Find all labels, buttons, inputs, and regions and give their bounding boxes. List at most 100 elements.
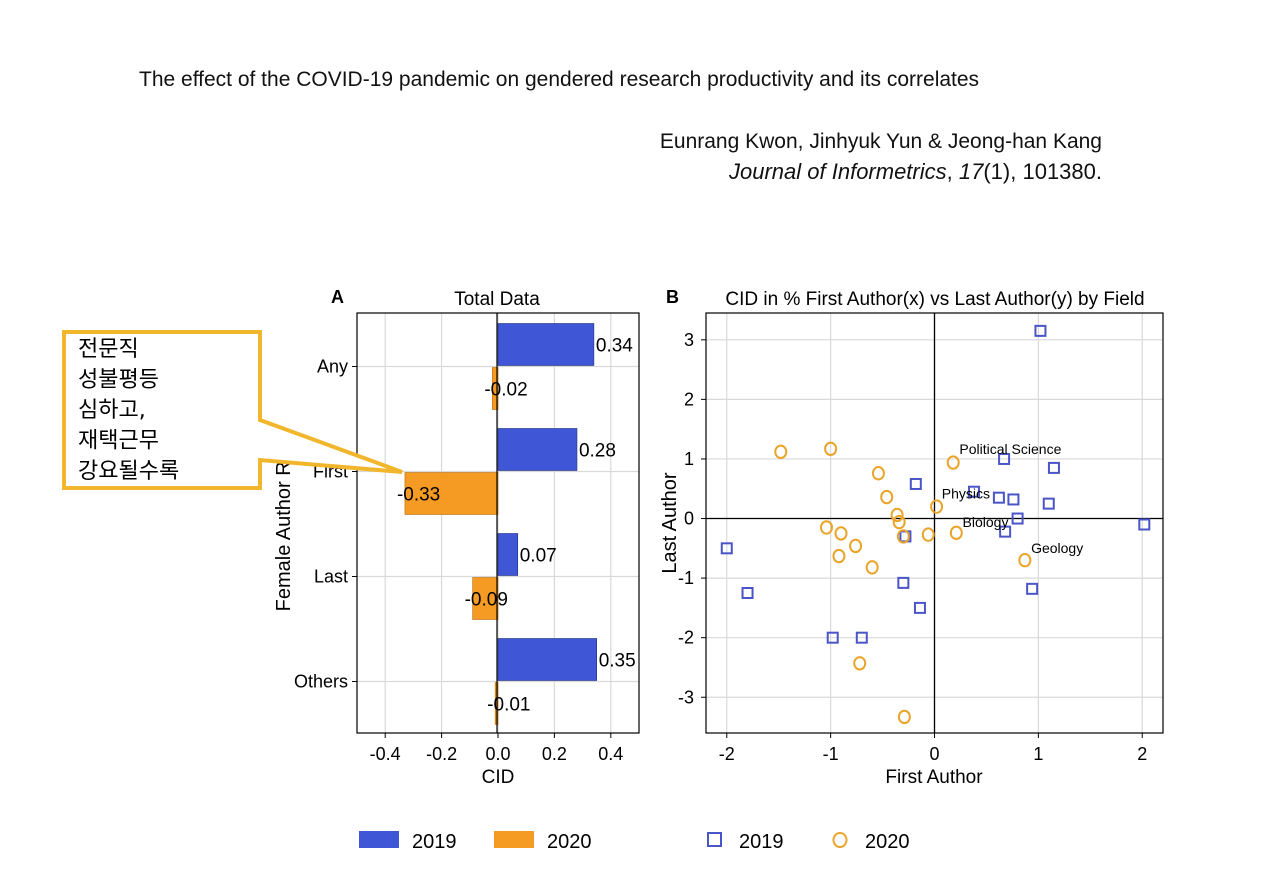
chart-b-point-2020 [930, 499, 944, 514]
chart-b-point-2020 [834, 526, 848, 541]
chart-a-tick-label-x: 0.4 [598, 744, 623, 764]
chart-a-ylabel: Female Author Role [273, 435, 295, 612]
chart-b-point-2019 [1011, 512, 1024, 525]
chart-b-tick-label-x: -2 [719, 744, 735, 764]
chart-b-point-2019 [1034, 324, 1047, 337]
chart-b-annotation: Political Science [959, 441, 1061, 457]
chart-b-point-2020 [921, 527, 935, 542]
chart-b-point-2019 [1026, 582, 1039, 595]
chart-b-point-2020 [871, 466, 885, 481]
chart-b-tick-label-y: 1 [684, 449, 694, 469]
chart-a-bar-2020 [472, 577, 499, 620]
chart-b-point-2019 [1138, 518, 1151, 531]
callout-line: 재택근무 [78, 429, 159, 454]
chart-a-value-label: -0.09 [465, 590, 508, 611]
chart-b-tick-label-x: -1 [823, 744, 839, 764]
chart-b-point-2020 [949, 525, 963, 541]
citation-authors: Eunrang Kwon, Jinhyuk Yun & Jeong-han Ka… [659, 130, 1102, 153]
chart-b-point-2020 [946, 455, 960, 470]
chart-b-point-2019 [909, 477, 922, 490]
chart-b-xlabel: First Author [885, 767, 983, 788]
legend-b-swatch-2020 [832, 832, 848, 848]
chart-b-tick-label-y: 3 [684, 330, 694, 350]
panel-letter-a: A [331, 287, 344, 307]
chart-a-category-label: Any [317, 357, 348, 377]
legend-b-swatch-2019 [707, 832, 722, 847]
chart-a-bar-2020 [404, 472, 499, 515]
chart-b-ylabel: Last Author [659, 472, 681, 574]
chart-a-tick-label-x: 0.2 [542, 744, 567, 764]
chart-a-value-label: 0.34 [596, 336, 633, 357]
chart-b-point-2019 [992, 491, 1005, 504]
chart-a-bar-2019 [497, 323, 595, 366]
chart-a-value-label: 0.07 [520, 546, 557, 567]
chart-a-value-label: -0.02 [484, 380, 527, 401]
chart-a-category-label: Others [294, 672, 348, 692]
journal-rest: (1), 101380. [983, 159, 1102, 184]
chart-b-point-2019 [1007, 493, 1020, 506]
panel-letter-b: B [666, 287, 679, 307]
callout-line: 전문직 [78, 337, 139, 362]
legend-b: 2019 2020 [707, 831, 910, 853]
legend-a-label-2019: 2019 [412, 831, 457, 853]
page-title: The effect of the COVID-19 pandemic on g… [139, 68, 980, 91]
chart-b-annotation: Biology [963, 514, 1009, 530]
callout-line: 강요될수록 [78, 459, 179, 484]
chart-b-point-2019 [967, 485, 980, 498]
chart-b-tick-label-y: -2 [678, 628, 694, 648]
callout-line: 심하고, [78, 398, 146, 423]
chart-b-point-2020 [849, 538, 863, 554]
chart-b-point-2019 [741, 587, 754, 599]
callout-shape [62, 330, 403, 490]
chart-b-point-2019 [998, 452, 1011, 465]
chart-a: 0.34 -0.02 0.28 -0.33 0.07 -0.09 0.35 -0.01 -0.… [273, 312, 640, 788]
chart-a-tick-label-x: -0.4 [370, 744, 401, 764]
chart-b-title: CID in % First Author(x) vs Last Author(… [725, 289, 1144, 310]
chart-b-point-2020 [897, 709, 911, 725]
chart-b-point-2019 [855, 631, 868, 644]
chart-b-point-2020 [896, 529, 910, 544]
journal-volume: 17 [958, 159, 984, 184]
chart-b-point-2020 [890, 507, 904, 523]
chart-a-bar-2019 [497, 533, 519, 576]
chart-b-annotation: Physics [942, 485, 990, 501]
chart-a-bar-2019 [497, 428, 578, 471]
chart-b-point-2019 [720, 542, 733, 555]
chart-b: Political Science Physics Biology Geology -… [659, 312, 1164, 788]
chart-b-point-2020 [892, 514, 906, 530]
chart-b-point-2019 [1047, 461, 1060, 474]
chart-b-annotation: Geology [1031, 540, 1083, 556]
chart-a-title: Total Data [454, 289, 540, 310]
citation-journal: Journal of Informetrics, 17(1), 101380. [729, 159, 1102, 185]
callout-line: 성불평등 [78, 368, 159, 393]
chart-b-point-2020 [819, 520, 833, 535]
chart-b-point-2019 [1042, 497, 1055, 510]
legend-b-label-2019: 2019 [739, 831, 784, 853]
chart-a-value-label: 0.28 [579, 441, 616, 462]
chart-a-tick-label-x: 0.0 [485, 744, 510, 764]
journal-name: Journal of Informetrics [729, 159, 947, 184]
legend-a-swatch-2020 [494, 831, 534, 848]
chart-a-bar-2019 [497, 638, 597, 681]
chart-a-value-label: -0.01 [487, 695, 530, 716]
chart-a-category-label: Last [314, 567, 348, 587]
legend-a-swatch-2019 [359, 831, 399, 848]
legend-a-label-2020: 2020 [547, 831, 592, 853]
chart-b-point-2020 [880, 489, 894, 505]
chart-b-tick-label-y: 0 [684, 509, 694, 529]
chart-a-tick-label-x: -0.2 [426, 744, 457, 764]
chart-b-point-2020 [1018, 553, 1032, 568]
chart-b-tick-label-y: 2 [684, 389, 694, 409]
chart-b-tick-label-x: 1 [1033, 744, 1043, 764]
chart-b-tick-label-x: 2 [1137, 744, 1147, 764]
chart-a-xlabel: CID [482, 767, 515, 788]
chart-b-point-2020 [832, 548, 846, 564]
chart-b-point-2020 [824, 441, 838, 457]
chart-b-point-2019 [999, 525, 1012, 538]
legend-a: 2019 2020 [359, 831, 592, 853]
chart-a-value-label: -0.33 [397, 485, 440, 506]
chart-b-point-2019 [913, 601, 926, 614]
chart-b-point-2020 [774, 444, 788, 460]
legend-b-label-2020: 2020 [865, 831, 910, 853]
